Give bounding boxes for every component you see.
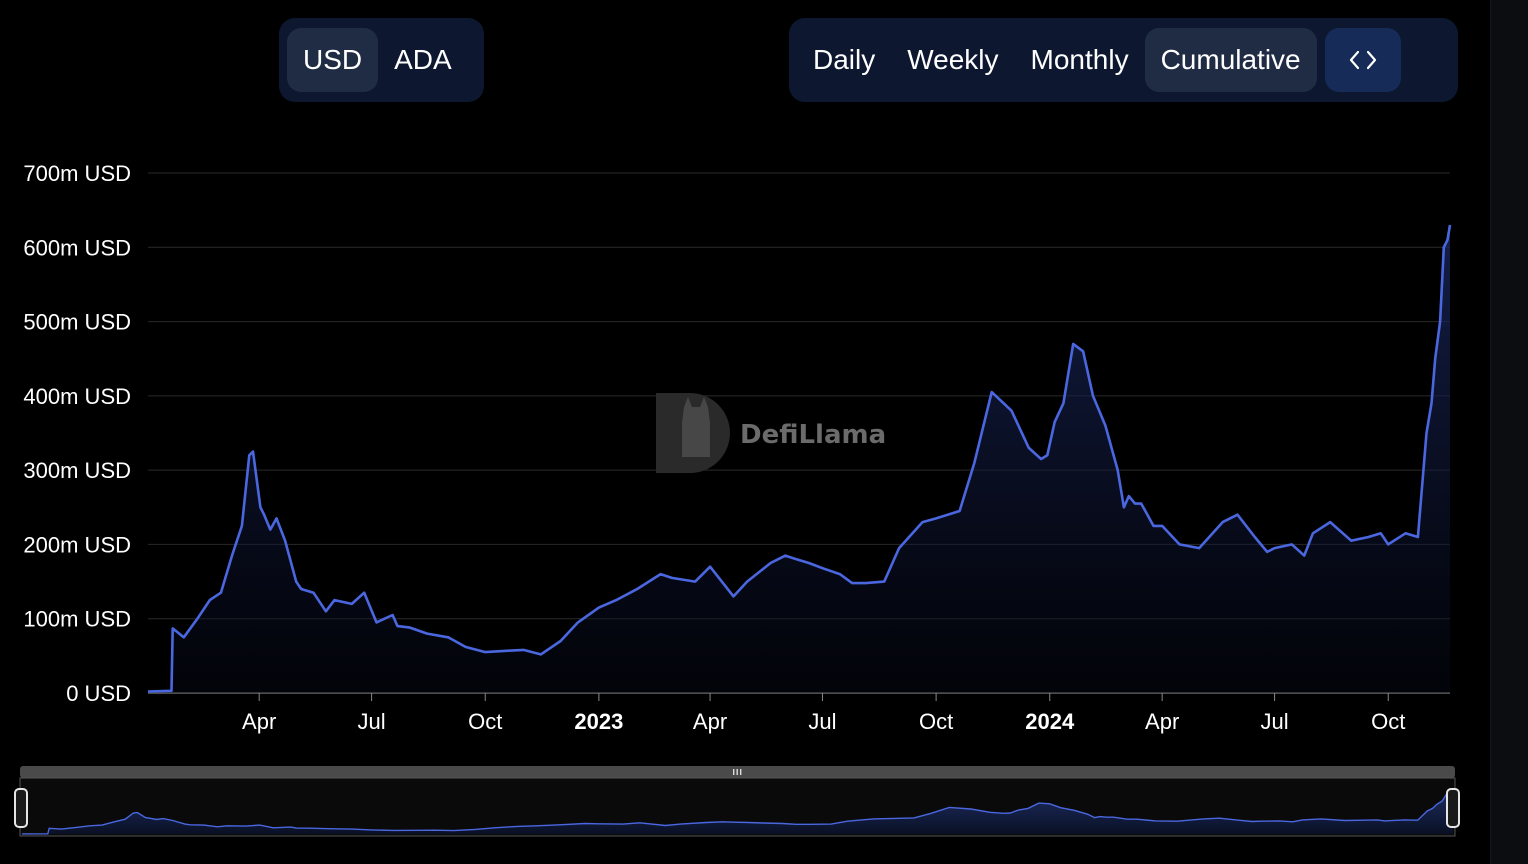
brush-left-handle[interactable]	[14, 788, 28, 828]
brush-preview-line	[21, 791, 1454, 835]
y-tick-label: 300m USD	[23, 458, 131, 483]
y-tick-label: 600m USD	[23, 235, 131, 260]
y-tick-label: 400m USD	[23, 384, 131, 409]
x-tick-label: Jul	[358, 709, 386, 734]
x-tick-label: Oct	[468, 709, 502, 734]
y-axis: 0 USD 100m USD 200m USD 300m USD 400m USD 500…	[23, 161, 131, 706]
series-line	[147, 224, 1452, 693]
brush-preview-area	[22, 792, 1453, 834]
x-axis: Apr Jul Oct 2023 Apr Jul Oct 2024 Apr Jul Oct	[242, 693, 1405, 734]
x-tick-label: 2023	[574, 709, 623, 734]
x-tick-label: Apr	[242, 709, 276, 734]
period-toggle: Daily Weekly Monthly Cumulative	[789, 18, 1458, 102]
series-area	[148, 225, 1450, 693]
code-icon	[1349, 50, 1376, 70]
currency-option-ada[interactable]: ADA	[394, 44, 452, 75]
brush-right-handle[interactable]	[1446, 788, 1460, 828]
page-scrollbar[interactable]	[1490, 0, 1528, 864]
x-tick-label: Apr	[1145, 709, 1179, 734]
brush-grip-icon[interactable]	[733, 769, 742, 775]
y-tick-label: 700m USD	[23, 161, 131, 186]
y-tick-label: 100m USD	[23, 607, 131, 632]
x-tick-label: Oct	[1371, 709, 1405, 734]
embed-button[interactable]	[1324, 28, 1401, 92]
period-option-weekly[interactable]: Weekly	[907, 44, 999, 75]
chart: 0 USD 100m USD 200m USD 300m USD 400m USD 500…	[14, 161, 1460, 837]
currency-option-usd[interactable]: USD	[287, 28, 379, 92]
period-option-cumulative[interactable]: Cumulative	[1144, 28, 1317, 92]
y-tick-label: 200m USD	[23, 532, 131, 557]
period-option-monthly[interactable]: Monthly	[1030, 44, 1129, 75]
watermark: DefiLlama	[656, 393, 886, 473]
range-brush[interactable]	[14, 766, 1460, 837]
x-tick-label: 2024	[1025, 709, 1075, 734]
x-tick-label: Jul	[808, 709, 836, 734]
currency-toggle: USD ADA	[279, 18, 484, 102]
watermark-text: DefiLlama	[740, 420, 886, 450]
y-tick-label: 0 USD	[66, 681, 131, 706]
y-tick-label: 500m USD	[23, 310, 131, 335]
period-option-daily[interactable]: Daily	[813, 44, 876, 75]
x-tick-label: Jul	[1261, 709, 1289, 734]
x-tick-label: Apr	[693, 709, 727, 734]
x-tick-label: Oct	[919, 709, 953, 734]
